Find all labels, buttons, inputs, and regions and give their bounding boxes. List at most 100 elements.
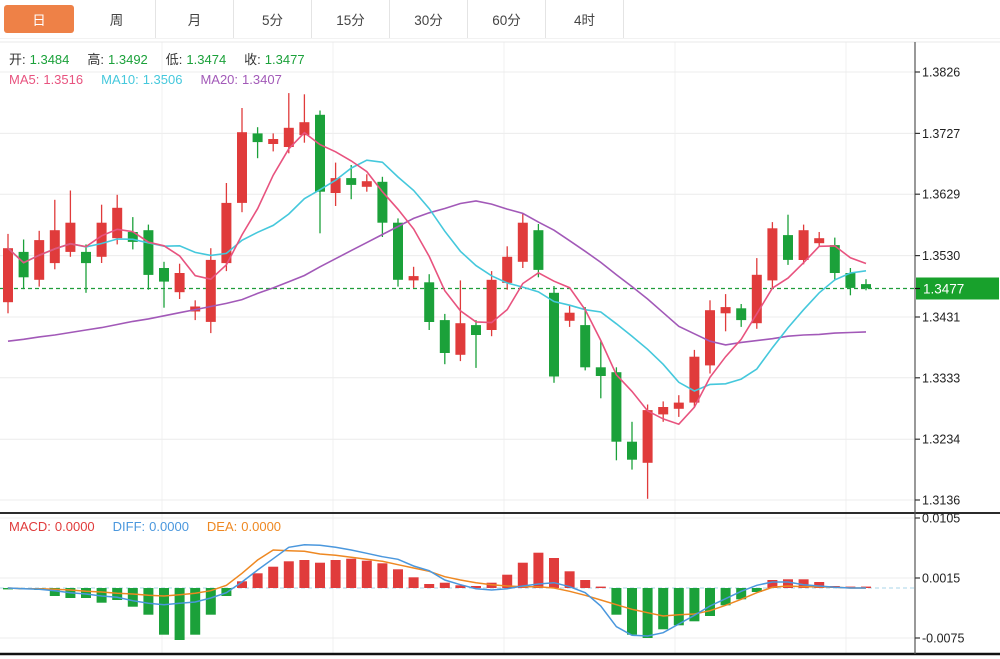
candle-body (112, 207, 123, 239)
candle-body (252, 133, 263, 143)
tab-4时[interactable]: 4时 (546, 0, 624, 38)
ma-legend-item: MA10: 1.3506 (101, 72, 186, 87)
macd-bar (268, 566, 279, 588)
macd-legend-value: 0.0000 (149, 519, 189, 534)
candle-body (783, 235, 793, 260)
macd-bar (315, 562, 325, 588)
y-axis-label: -0.0075 (922, 632, 964, 646)
candle-body (767, 228, 778, 281)
candle-body (330, 178, 341, 193)
candle-body (439, 320, 450, 353)
macd-bar (377, 563, 388, 588)
macd-bar (736, 588, 747, 600)
quote-legend-value: 1.3484 (29, 52, 70, 67)
ma5-line (7, 131, 867, 426)
ohlc-legend: 开: 1.3484 高: 1.3492 低: 1.3474 收: 1.3477 (9, 49, 323, 68)
tab-日[interactable]: 日 (4, 5, 74, 33)
candle-body (18, 251, 29, 278)
candle-body (751, 274, 762, 324)
quote-legend-label: 开: (9, 52, 26, 67)
grid-layer (0, 42, 915, 654)
candle-body (3, 248, 13, 303)
macd-bar (159, 588, 169, 635)
tab-周[interactable]: 周 (78, 0, 156, 38)
candle-body (455, 323, 466, 355)
macd-legend-item: DEA: 0.0000 (207, 519, 285, 534)
macd-bar (549, 558, 559, 588)
candle-body (736, 308, 747, 321)
current-price-badge-text: 1.3477 (923, 282, 964, 297)
macd-bar (751, 588, 762, 592)
candle-body (595, 367, 606, 376)
y-axis-label: 1.3629 (922, 188, 960, 202)
candle-body (486, 279, 497, 330)
candle-body (720, 307, 731, 314)
candle-body (96, 222, 107, 257)
macd-bar (330, 560, 341, 588)
candle-body (814, 238, 825, 244)
macd-bar (346, 558, 357, 588)
quote-legend-item: 收: 1.3477 (244, 52, 308, 67)
macd-bar (361, 560, 372, 588)
candle-body (705, 310, 715, 366)
macd-bar (564, 571, 575, 588)
ma-legend: MA5: 1.3516 MA10: 1.3506 MA20: 1.3407 (9, 72, 300, 87)
macd-bar (237, 581, 247, 588)
macd-bar (611, 588, 622, 615)
candlestick-layer (3, 93, 871, 499)
quote-legend-label: 收: (244, 52, 261, 67)
macd-bar (424, 584, 435, 588)
candle-body (143, 230, 154, 275)
candle-body (564, 312, 575, 321)
macd-bar (580, 580, 591, 588)
macd-bar (673, 588, 684, 626)
quote-legend-item: 高: 1.3492 (87, 52, 151, 67)
macd-bar (689, 588, 700, 622)
candle-body (502, 256, 513, 283)
candle-body (315, 114, 325, 192)
macd-legend-item: MACD: 0.0000 (9, 519, 99, 534)
macd-bar (798, 579, 809, 588)
macd-bar (517, 562, 528, 588)
quote-legend-label: 高: (87, 52, 105, 67)
quote-legend-value: 1.3474 (186, 52, 227, 67)
macd-bar (502, 574, 513, 588)
macd-bar (408, 577, 419, 588)
tab-月[interactable]: 月 (156, 0, 234, 38)
candle-body (673, 402, 684, 409)
quote-legend-item: 开: 1.3484 (9, 52, 73, 67)
macd-bar (299, 560, 310, 588)
candle-body (658, 407, 669, 415)
macd-legend-label: DEA: (206, 519, 238, 534)
y-axis-label: 1.3136 (922, 494, 960, 508)
tab-60分[interactable]: 60分 (468, 0, 546, 38)
candle-body (861, 284, 871, 289)
tab-30分[interactable]: 30分 (390, 0, 468, 38)
candle-body (471, 325, 481, 335)
candle-body (533, 230, 544, 270)
ma-legend-label: MA20: (200, 72, 239, 87)
y-axis-label: 1.3431 (922, 311, 960, 325)
candle-body (627, 441, 637, 460)
candle-body (798, 230, 809, 260)
candle-body (689, 356, 700, 403)
macd-bar (471, 586, 481, 588)
candle-body (299, 122, 310, 136)
candle-body (393, 222, 403, 280)
main-chart-area[interactable] (0, 42, 915, 513)
tab-5分[interactable]: 5分 (234, 0, 312, 38)
macd-panel-area[interactable] (0, 513, 915, 654)
candle-body (845, 273, 856, 288)
macd-bar (814, 582, 825, 588)
candle-body (424, 282, 435, 322)
ma-legend-label: MA10: (101, 72, 139, 87)
macd-bar (455, 585, 466, 588)
macd-bar (174, 588, 185, 640)
ma-legend-value: 1.3407 (242, 72, 282, 87)
macd-legend: MACD: 0.0000 DIFF: 0.0000 DEA: 0.0000 (9, 519, 299, 534)
tab-15分[interactable]: 15分 (312, 0, 390, 38)
candle-body (829, 245, 840, 273)
macd-bar (252, 573, 263, 588)
